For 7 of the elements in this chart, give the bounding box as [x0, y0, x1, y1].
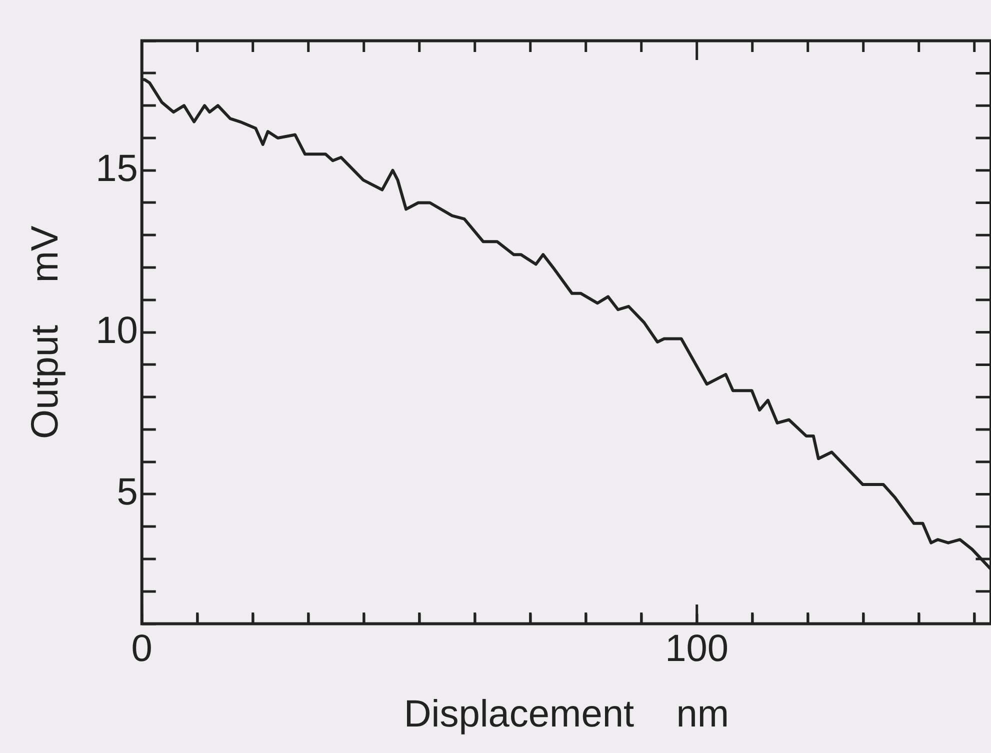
y-tick-label: 15 — [96, 148, 138, 190]
y-tick-label: 5 — [116, 472, 138, 514]
x-tick-label: 0 — [131, 628, 152, 670]
y-tick-label: 10 — [96, 310, 138, 352]
x-axis-title: Displacement nm — [404, 694, 730, 736]
y-axis-title: Output mV — [24, 224, 66, 439]
x-tick-label: 100 — [665, 628, 729, 670]
